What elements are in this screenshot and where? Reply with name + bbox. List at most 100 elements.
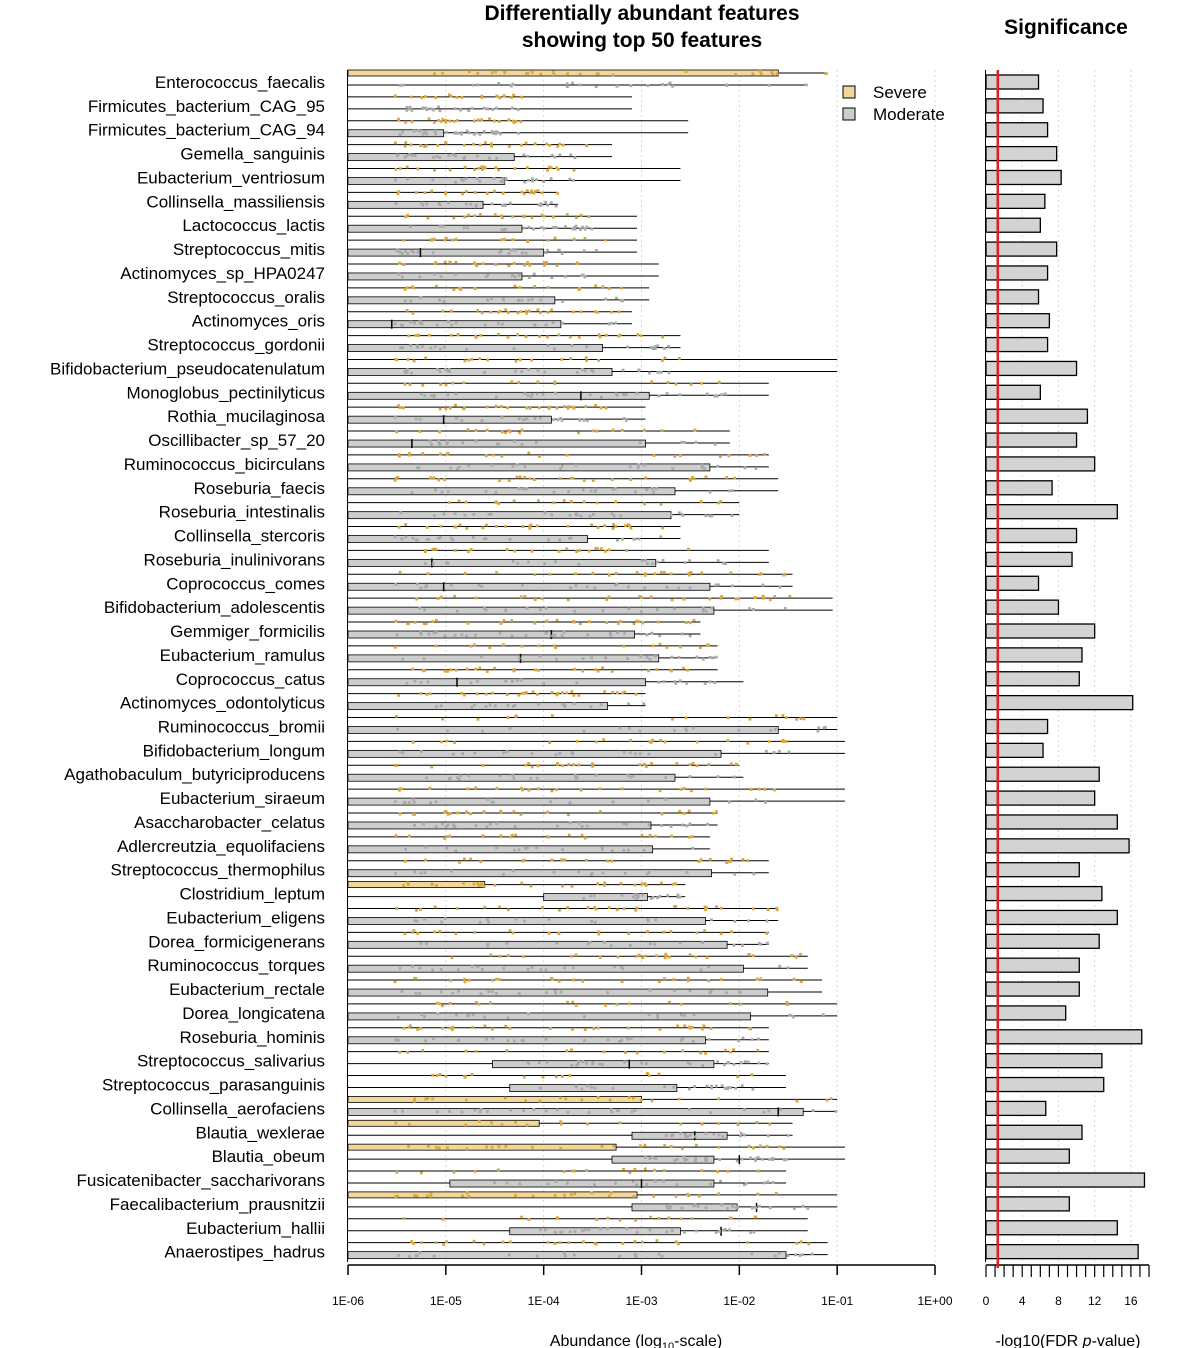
moderate-point xyxy=(638,752,642,756)
moderate-point xyxy=(764,800,767,804)
feature-label: Firmicutes_bacterium_CAG_95 xyxy=(88,97,325,116)
moderate-point xyxy=(618,726,622,730)
severe-point xyxy=(525,189,529,193)
moderate-point xyxy=(601,871,605,875)
moderate-point xyxy=(730,514,734,518)
moderate-point xyxy=(486,273,490,277)
moderate-point xyxy=(447,154,451,157)
moderate-point xyxy=(580,1087,584,1091)
feature-label: Eubacterium_hallii xyxy=(186,1219,325,1238)
severe-point xyxy=(515,475,519,479)
moderate-point xyxy=(580,824,584,828)
moderate-point xyxy=(431,562,435,566)
moderate-point xyxy=(739,1061,743,1065)
severe-point xyxy=(481,764,485,767)
severe-point xyxy=(422,622,426,626)
severe-point xyxy=(557,979,561,983)
moderate-point xyxy=(535,846,538,850)
moderate-point xyxy=(495,991,498,995)
severe-point xyxy=(556,691,560,695)
moderate-point xyxy=(533,417,537,420)
severe-point xyxy=(716,1170,719,1174)
moderate-point xyxy=(483,371,487,374)
feature-row xyxy=(347,570,793,592)
moderate-box xyxy=(347,606,715,615)
severe-point xyxy=(443,669,447,673)
moderate-point xyxy=(810,1252,814,1256)
moderate-point xyxy=(611,487,615,491)
severe-point xyxy=(649,1215,653,1219)
moderate-point xyxy=(466,226,469,230)
severe-point xyxy=(611,526,615,530)
moderate-point xyxy=(733,919,737,923)
moderate-point xyxy=(601,1062,604,1066)
moderate-point xyxy=(405,108,409,112)
moderate-point xyxy=(678,941,682,945)
severe-point xyxy=(469,812,472,816)
severe-point xyxy=(629,478,633,482)
moderate-point xyxy=(482,606,486,610)
severe-point xyxy=(540,191,544,195)
moderate-point xyxy=(659,535,663,539)
severe-point xyxy=(477,884,481,887)
moderate-point xyxy=(586,942,590,946)
severe-point xyxy=(655,1239,659,1243)
moderate-point xyxy=(712,1132,716,1136)
moderate-point xyxy=(725,84,729,88)
main-axis-tick-label: 1E-05 xyxy=(430,1294,462,1308)
moderate-point xyxy=(419,586,423,590)
moderate-point xyxy=(788,1013,792,1017)
severe-point xyxy=(430,238,434,242)
significance-bar xyxy=(985,1243,1139,1260)
moderate-point xyxy=(665,392,669,395)
severe-point xyxy=(499,405,503,408)
moderate-point xyxy=(423,562,427,566)
moderate-point xyxy=(399,511,403,515)
moderate-point xyxy=(801,1253,805,1257)
severe-point xyxy=(574,1004,578,1007)
severe-point xyxy=(482,1242,486,1246)
moderate-box xyxy=(347,821,652,830)
moderate-point xyxy=(480,967,484,971)
moderate-point xyxy=(627,702,630,706)
severe-point xyxy=(463,571,467,575)
moderate-point xyxy=(400,275,404,279)
moderate-point xyxy=(549,177,553,180)
moderate-point xyxy=(639,610,643,613)
severe-point xyxy=(451,1028,454,1031)
severe-point xyxy=(652,1194,656,1198)
moderate-point xyxy=(445,442,449,446)
severe-point xyxy=(533,621,537,625)
moderate-point xyxy=(580,273,584,277)
moderate-point xyxy=(734,1086,737,1090)
moderate-point xyxy=(787,750,791,754)
severe-point xyxy=(524,1099,527,1103)
moderate-point xyxy=(419,871,423,875)
significance-grid xyxy=(1021,70,1132,1262)
severe-point xyxy=(719,499,723,503)
severe-point xyxy=(644,884,648,887)
moderate-point xyxy=(563,1254,567,1258)
moderate-point xyxy=(713,443,717,446)
severe-point xyxy=(572,668,576,671)
moderate-point xyxy=(520,298,524,302)
severe-point xyxy=(426,216,430,220)
severe-point xyxy=(434,1241,438,1245)
feature-label: Bifidobacterium_longum xyxy=(143,741,325,760)
moderate-point xyxy=(590,656,594,660)
moderate-point xyxy=(821,1013,825,1017)
severe-point xyxy=(775,908,779,912)
severe-point xyxy=(567,763,571,766)
severe-point xyxy=(610,670,614,673)
severe-point xyxy=(431,547,435,551)
severe-point xyxy=(467,70,471,73)
moderate-point xyxy=(715,394,719,398)
severe-point xyxy=(550,976,553,980)
severe-point xyxy=(618,1121,622,1125)
severe-point xyxy=(622,907,626,911)
severe-point xyxy=(469,547,473,551)
severe-point xyxy=(441,117,445,121)
moderate-point xyxy=(622,822,625,826)
moderate-point xyxy=(671,1133,675,1137)
severe-point xyxy=(720,906,723,910)
